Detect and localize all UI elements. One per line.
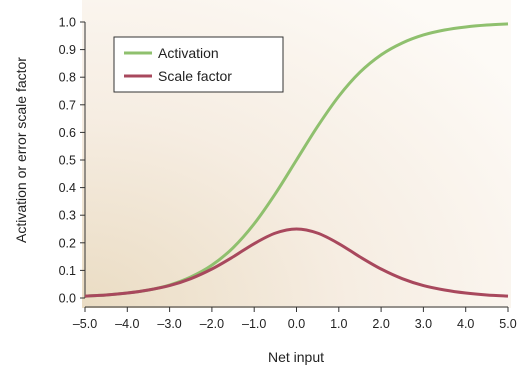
- x-tick-label: 4.0: [457, 317, 474, 331]
- x-tick-label: –1.0: [242, 317, 266, 331]
- x-axis: –5.0 –4.0 –3.0 –2.0 –1.0 0.0 1.0 2.0 3.0 4.0 5.0: [73, 306, 517, 331]
- legend-box: [113, 36, 284, 93]
- x-tick-label: –5.0: [73, 317, 97, 331]
- y-tick-label: 0.8: [59, 71, 76, 85]
- y-tick-label: 0.6: [59, 126, 76, 140]
- y-tick-label: 0.0: [59, 292, 76, 306]
- y-tick-label: 0.4: [59, 181, 76, 195]
- x-axis-title: Net input: [268, 349, 324, 365]
- y-tick-label: 0.1: [59, 264, 76, 278]
- x-tick-label: –2.0: [200, 317, 224, 331]
- y-tick-label: 0.5: [59, 154, 76, 168]
- legend-label-activation: Activation: [158, 45, 219, 61]
- legend-label-scale-factor: Scale factor: [158, 68, 232, 84]
- x-tick-label: 1.0: [330, 317, 347, 331]
- y-tick-label: 1.0: [59, 16, 76, 30]
- x-tick-label: 5.0: [499, 317, 516, 331]
- y-tick-label: 0.3: [59, 209, 76, 223]
- legend: Activation Scale factor: [113, 36, 284, 93]
- x-tick-label: 2.0: [372, 317, 389, 331]
- x-tick-label: 3.0: [415, 317, 432, 331]
- y-tick-label: 0.2: [59, 236, 76, 250]
- series-group: [84, 22, 509, 298]
- y-tick-label: 0.7: [59, 98, 76, 112]
- x-tick-label: –4.0: [115, 317, 139, 331]
- y-tick-label: 0.9: [59, 43, 76, 57]
- x-tick-label: –3.0: [157, 317, 181, 331]
- y-axis-title: Activation or error scale factor: [13, 57, 29, 243]
- y-axis: 0.0 0.1 0.2 0.3 0.4 0.5 0.6 0.7 0.8 0.9 1.0: [59, 16, 86, 306]
- x-tick-label: 0.0: [288, 317, 305, 331]
- series-line-scale-factor: [84, 227, 509, 298]
